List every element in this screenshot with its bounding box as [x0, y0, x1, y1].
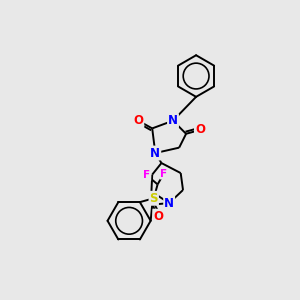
Text: F: F — [160, 169, 167, 178]
Text: N: N — [150, 146, 160, 160]
Text: N: N — [168, 114, 178, 127]
Text: F: F — [143, 170, 150, 180]
Text: O: O — [134, 114, 143, 127]
Text: O: O — [195, 123, 205, 136]
Text: S: S — [149, 192, 158, 205]
Text: N: N — [164, 196, 174, 210]
Text: O: O — [153, 210, 164, 223]
